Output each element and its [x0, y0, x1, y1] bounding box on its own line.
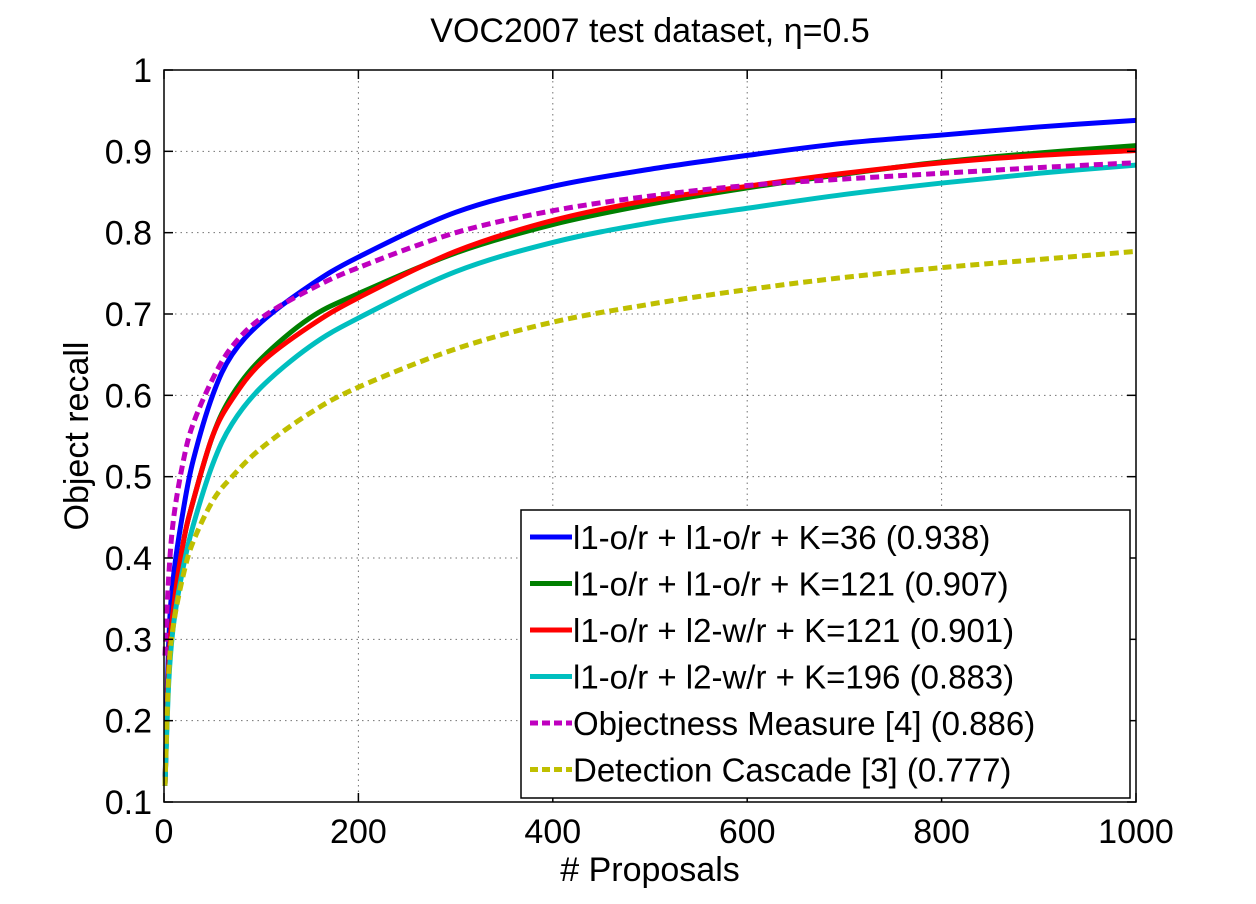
series-line-4 — [162, 162, 1137, 786]
legend-item: l1-o/r + l1-o/r + K=36 (0.938) — [530, 519, 990, 556]
ticks: 0 200 400 600 800 1000 0.1 0.2 0.3 0.4 0.5 0.6 0.7 0.… — [105, 52, 1174, 851]
x-tick-label: 400 — [524, 813, 581, 851]
legend-item: l1-o/r + l2-w/r + K=121 (0.901) — [530, 612, 1014, 649]
y-tick-label: 0.2 — [105, 703, 152, 741]
y-tick-label: 0.9 — [105, 133, 152, 171]
legend-box — [520, 509, 1131, 799]
x-tick-label: 1000 — [1098, 813, 1174, 851]
legend-item: Objectness Measure [4] (0.886) — [530, 705, 1035, 742]
x-tick-label: 0 — [155, 813, 174, 851]
y-tick-label: 0.6 — [105, 377, 152, 415]
legend: l1-o/r + l1-o/r + K=36 (0.938) l1-o/r + l… — [520, 509, 1131, 799]
x-tick-label: 200 — [330, 813, 387, 851]
y-tick-label: 0.7 — [105, 296, 152, 334]
y-tick-label: 0.1 — [105, 784, 152, 822]
legend-label: l1-o/r + l1-o/r + K=36 (0.938) — [573, 519, 990, 556]
chart-title: VOC2007 test dataset, η=0.5 — [430, 12, 869, 50]
y-tick-label: 1 — [133, 52, 152, 90]
series-lines — [162, 117, 1137, 786]
series-line-3 — [162, 148, 1137, 786]
legend-label: Objectness Measure [4] (0.886) — [573, 705, 1035, 742]
legend-item: l1-o/r + l1-o/r + K=121 (0.907) — [530, 566, 1009, 603]
y-tick-label: 0.4 — [105, 540, 152, 578]
x-axis-label: # Proposals — [560, 851, 740, 889]
legend-label: l1-o/r + l2-w/r + K=196 (0.883) — [573, 659, 1014, 696]
legend-label: l1-o/r + l2-w/r + K=121 (0.901) — [573, 612, 1014, 649]
legend-label: Detection Cascade [3] (0.777) — [573, 752, 1011, 789]
y-axis-label: Object recall — [58, 342, 96, 531]
series-line-5 — [162, 160, 1137, 656]
x-tick-label: 600 — [719, 813, 776, 851]
series-line-6 — [162, 248, 1137, 786]
series-line-1 — [162, 117, 1137, 786]
legend-label: l1-o/r + l1-o/r + K=121 (0.907) — [573, 566, 1009, 603]
legend-item: Detection Cascade [3] (0.777) — [530, 752, 1011, 789]
grid — [164, 70, 1136, 802]
legend-item: l1-o/r + l2-w/r + K=196 (0.883) — [530, 659, 1014, 696]
y-tick-label: 0.3 — [105, 621, 152, 659]
y-tick-label: 0.5 — [105, 459, 152, 497]
axes-frame — [163, 69, 1137, 803]
x-tick-label: 800 — [913, 813, 970, 851]
y-tick-label: 0.8 — [105, 215, 152, 253]
